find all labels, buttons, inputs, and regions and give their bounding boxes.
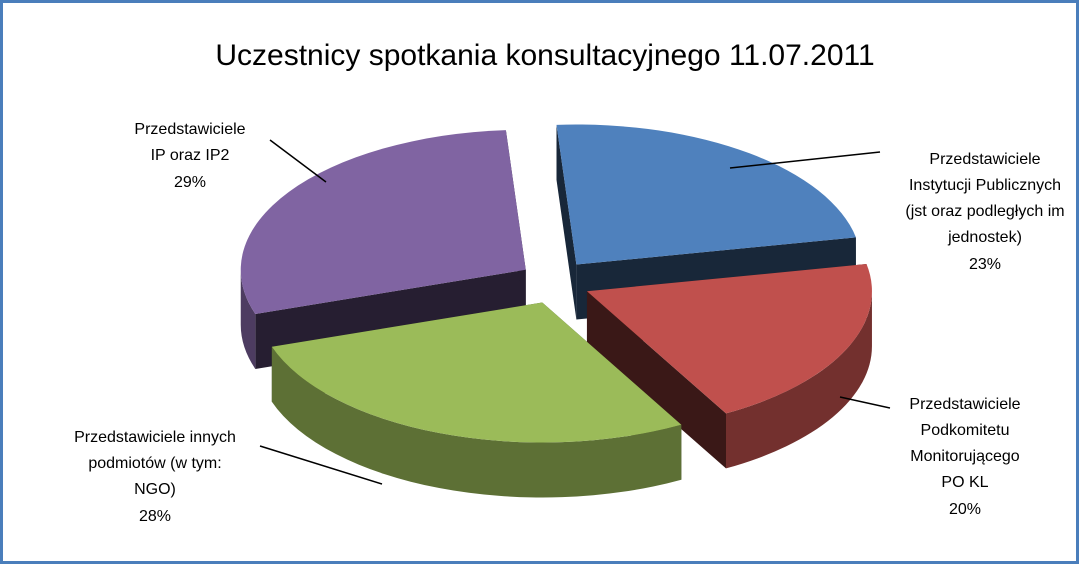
slice-label: Instytucji Publicznych (909, 177, 1061, 194)
value-label: 20% (949, 501, 981, 518)
slice-cut-face (556, 124, 577, 320)
slice-label: PO KL (941, 474, 988, 491)
slice-cut-face (586, 291, 726, 469)
slice-label: Przedstawiciele (134, 121, 245, 138)
value-label: 29% (174, 174, 206, 191)
slice-label: NGO) (134, 481, 176, 498)
value-label: 28% (139, 508, 171, 525)
slice-label: Przedstawiciele (929, 151, 1040, 168)
slice-label: IP oraz IP2 (151, 147, 230, 164)
slice-label: Przedstawiciele innych (74, 429, 236, 446)
slice (586, 264, 872, 414)
slice-side (725, 291, 872, 469)
slice-label: Przedstawiciele (909, 396, 1020, 413)
slice (556, 124, 856, 265)
leader-line (259, 445, 383, 485)
slice (271, 302, 682, 443)
leader-line (839, 396, 891, 409)
slice-label: Podkomitetu (921, 422, 1010, 439)
slice-side (240, 269, 256, 369)
slice-label: podmiotów (w tym: (88, 455, 221, 472)
leader-line (269, 139, 327, 183)
slice (240, 130, 526, 314)
slice-side (271, 346, 682, 498)
slice-label: Monitorującego (910, 448, 1020, 465)
leader-line (729, 151, 881, 169)
value-label: 23% (969, 256, 1001, 273)
slice-label: jednostek) (947, 229, 1022, 246)
chart-title: Uczestnicy spotkania konsultacyjnego 11.… (215, 39, 874, 72)
slice-label: (jst oraz podległych im (905, 203, 1064, 220)
